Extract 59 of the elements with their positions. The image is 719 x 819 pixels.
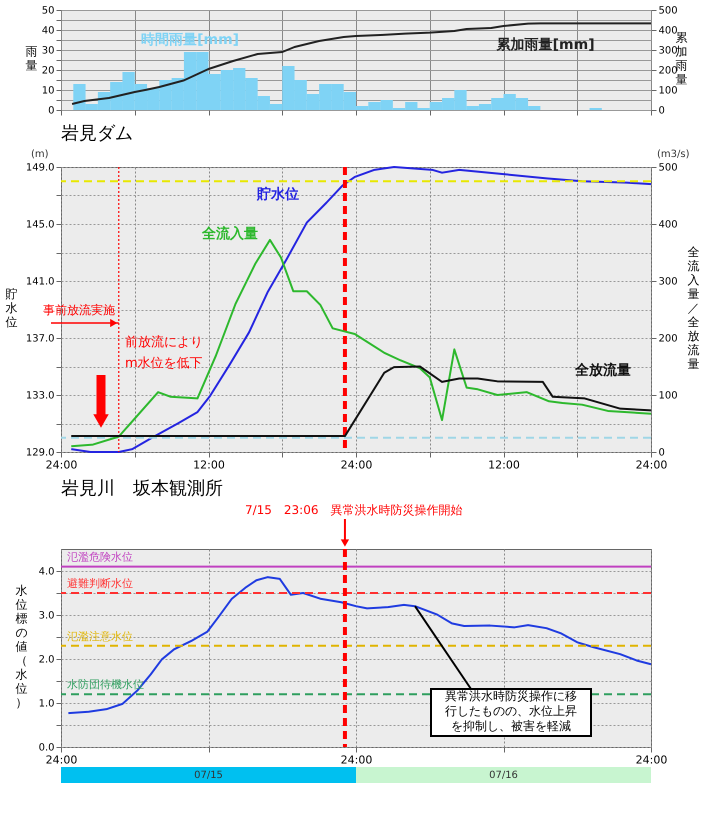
y-tick-label: 40 xyxy=(42,26,54,36)
x-tick-label: 24:00 xyxy=(46,458,78,472)
series-label: 累加雨量[mm] xyxy=(496,37,595,53)
y2-axis-title: 累加雨量 xyxy=(676,30,688,86)
text: 水位標の値（水位） xyxy=(16,584,28,710)
series-label: 全流入量 xyxy=(200,224,258,242)
ref-line-label: 氾濫注意水位 xyxy=(67,630,133,643)
x-tick-label: 24:00 xyxy=(340,754,372,766)
y2-tick-label: 400 xyxy=(658,220,678,230)
y2-tick-label: 300 xyxy=(658,276,678,288)
y-tick-label: 2.0 xyxy=(38,654,54,666)
y-tick-label: 129.0 xyxy=(26,448,54,458)
y-tick-label: 133.0 xyxy=(26,390,54,402)
y-tick-label: 149.0 xyxy=(26,162,54,174)
y-tick-label: 30 xyxy=(42,46,54,56)
chart-title: 岩見ダム xyxy=(61,123,133,144)
y-tick-label: 137.0 xyxy=(26,334,54,344)
x-tick-label: 24:00 xyxy=(46,754,78,766)
y-tick-label: 20 xyxy=(42,66,54,76)
ref-line-label: 7/15 23:06 異常洪水時防災操作開始 xyxy=(244,503,462,517)
y2-tick-label: 200 xyxy=(658,66,678,76)
y-tick-label: 0 xyxy=(48,106,54,116)
y-tick-label: 4.0 xyxy=(38,566,54,578)
chart-title: 岩見川 坂本観測所 xyxy=(61,478,223,499)
y2-tick-label: 100 xyxy=(658,86,678,96)
text: 全流入量／全放流量 xyxy=(688,245,700,371)
text: 07/16 xyxy=(489,770,518,781)
x-tick-label: 24:00 xyxy=(636,458,668,472)
x-tick-label: 24:00 xyxy=(636,754,668,766)
x-tick-label: 12:00 xyxy=(488,458,520,472)
ref-line-label: 避難判断水位 xyxy=(67,577,133,590)
text: (m3/s) xyxy=(657,149,690,160)
y2-tick-label: 400 xyxy=(658,26,678,36)
x-tick-label: 24:00 xyxy=(340,458,372,472)
annotation: m水位を低下 xyxy=(125,356,203,371)
y-tick-label: 1.0 xyxy=(38,698,54,710)
y2-tick-label: 200 xyxy=(658,334,678,344)
annotation: 異常洪水時防災操作に移行したものの、水位上昇を抑制し、被害を軽減 xyxy=(445,689,577,733)
y2-tick-label: 100 xyxy=(658,390,678,402)
y-tick-label: 3.0 xyxy=(38,610,54,622)
y-tick-label: 145.0 xyxy=(26,220,54,230)
series-label: 全放流量 xyxy=(574,361,631,378)
series-label: 貯水位 xyxy=(256,186,299,203)
y2-tick-label: 0 xyxy=(658,448,665,458)
ref-line-label: 氾濫危険水位 xyxy=(67,550,133,564)
y-tick-label: 50 xyxy=(42,6,54,16)
y-axis-title: 雨量 xyxy=(26,44,38,72)
ref-line-label: 事前放流実施 xyxy=(42,303,115,317)
y2-tick-label: 500 xyxy=(658,6,678,16)
annotation: 前放流により xyxy=(125,334,203,350)
y-axis-title: 貯水位 xyxy=(6,287,18,329)
x-tick-label: 12:00 xyxy=(193,458,225,472)
y-tick-label: 10 xyxy=(42,86,54,96)
y-tick-label: 0.0 xyxy=(38,742,54,754)
text: (m) xyxy=(31,149,49,160)
y-tick-label: 141.0 xyxy=(26,276,54,288)
text: 07/15 xyxy=(194,770,223,781)
y2-tick-label: 0 xyxy=(658,106,665,116)
y2-tick-label: 500 xyxy=(658,162,678,174)
